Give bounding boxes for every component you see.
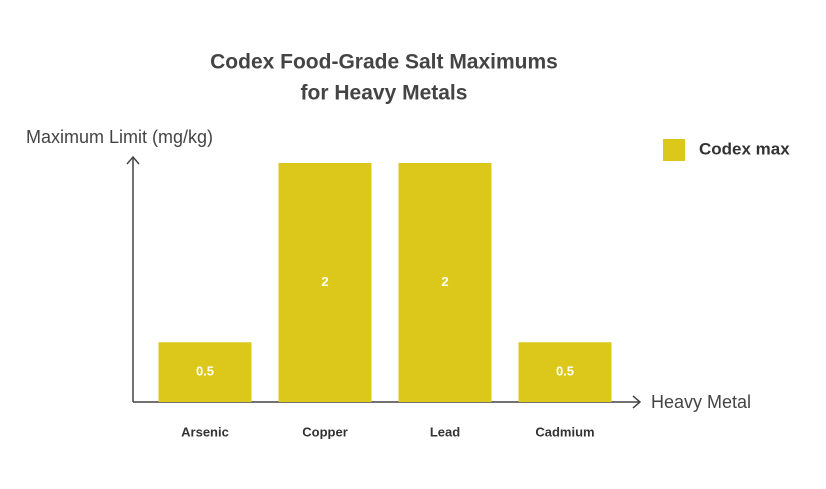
bar bbox=[398, 163, 492, 402]
data-label: 2 bbox=[321, 274, 328, 289]
bar bbox=[158, 342, 252, 402]
data-label: 0.5 bbox=[196, 364, 214, 379]
data-label: 2 bbox=[441, 274, 448, 289]
legend-label: Codex max bbox=[699, 139, 790, 158]
chart-title: Codex Food-Grade Salt Maximums bbox=[210, 51, 558, 74]
bar bbox=[278, 163, 372, 402]
legend-swatch bbox=[663, 139, 685, 161]
bar bbox=[518, 342, 612, 402]
data-label: 0.5 bbox=[556, 364, 574, 379]
x-tick-label: Lead bbox=[430, 424, 460, 439]
x-tick-label: Copper bbox=[302, 424, 348, 439]
x-tick-label: Arsenic bbox=[181, 424, 229, 439]
x-tick-label: Cadmium bbox=[535, 424, 594, 439]
chart-title: for Heavy Metals bbox=[301, 82, 468, 105]
x-axis-label: Heavy Metal bbox=[651, 392, 751, 412]
y-axis-label: Maximum Limit (mg/kg) bbox=[26, 127, 213, 147]
